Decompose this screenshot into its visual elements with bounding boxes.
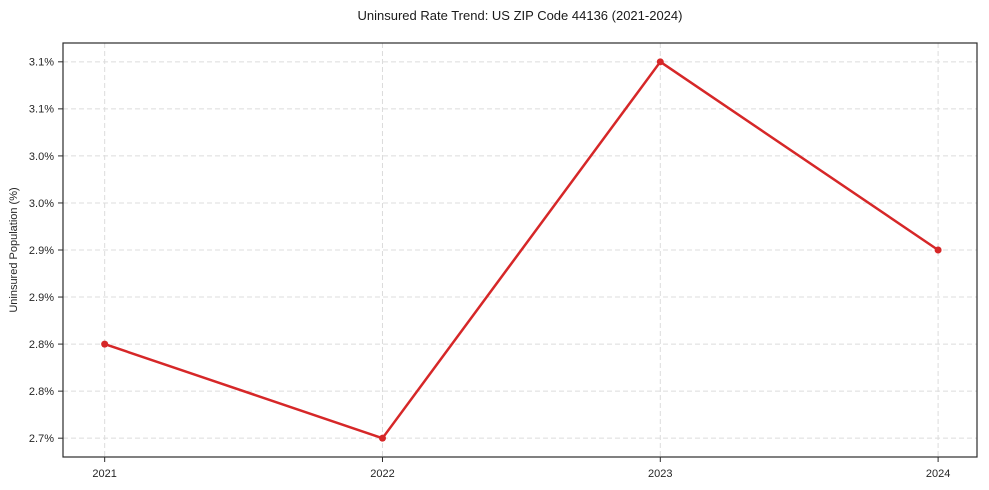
- y-tick-label: 2.8%: [29, 339, 54, 351]
- data-point-2022: [378, 434, 386, 442]
- y-tick-label: 3.1%: [29, 57, 54, 69]
- chart-title: Uninsured Rate Trend: US ZIP Code 44136 …: [357, 8, 683, 23]
- y-tick-label: 2.8%: [29, 386, 54, 398]
- x-tick-label: 2023: [648, 468, 672, 480]
- data-point-2023: [656, 58, 664, 66]
- y-tick-label: 2.9%: [29, 245, 54, 257]
- trend-line: [103, 60, 940, 440]
- y-tick-label: 3.0%: [29, 198, 54, 210]
- y-tick-label: 2.9%: [29, 292, 54, 304]
- data-point-2024: [934, 246, 942, 254]
- data-point-2021: [101, 340, 109, 348]
- y-tick-label: 2.7%: [29, 433, 54, 445]
- y-tick-label: 3.0%: [29, 151, 54, 163]
- y-tick-label: 3.1%: [29, 104, 54, 116]
- x-tick-label: 2022: [370, 468, 394, 480]
- x-tick-label: 2024: [926, 468, 950, 480]
- x-tick-label: 2021: [92, 468, 116, 480]
